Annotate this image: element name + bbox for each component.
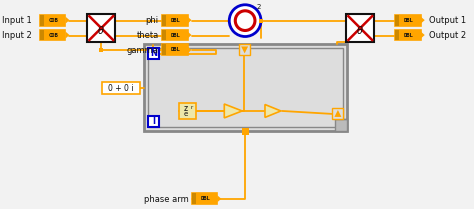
Polygon shape [218, 195, 221, 202]
Bar [162, 29, 188, 41]
Bar [191, 193, 218, 204]
Polygon shape [421, 32, 425, 38]
Text: θ: θ [357, 26, 363, 36]
Polygon shape [188, 17, 191, 24]
Text: θ: θ [98, 26, 104, 36]
Text: DBL: DBL [171, 47, 181, 52]
Text: I: I [152, 117, 155, 126]
Text: Input 2: Input 2 [2, 31, 32, 40]
Polygon shape [265, 104, 281, 117]
Text: CDB: CDB [49, 18, 58, 23]
Text: DBL: DBL [171, 18, 181, 23]
Text: Output 1: Output 1 [428, 16, 466, 25]
Bar [162, 15, 188, 26]
Bar [242, 128, 248, 135]
Bar [191, 193, 195, 204]
Bar [40, 29, 65, 41]
Bar [162, 45, 188, 55]
Bar [144, 45, 347, 131]
Bar [336, 119, 347, 131]
Text: CDB: CDB [49, 33, 58, 38]
Text: 0 + 0 i: 0 + 0 i [109, 84, 134, 93]
Text: 2: 2 [257, 4, 261, 10]
Text: DBL: DBL [201, 196, 210, 201]
Polygon shape [188, 46, 191, 53]
Bar [148, 48, 343, 127]
Polygon shape [65, 32, 70, 38]
Circle shape [235, 11, 255, 31]
Bar [148, 116, 159, 127]
Polygon shape [241, 46, 248, 53]
Text: N: N [150, 49, 157, 58]
Bar [179, 103, 197, 119]
Text: Input 1: Input 1 [2, 16, 32, 25]
Text: DBL: DBL [171, 33, 181, 38]
Bar [259, 19, 263, 23]
Text: phi: phi [146, 16, 159, 25]
Bar [395, 15, 399, 26]
Bar [102, 82, 140, 94]
Polygon shape [224, 104, 242, 118]
Text: Output 2: Output 2 [428, 31, 466, 40]
Polygon shape [65, 17, 70, 24]
Text: gamma: gamma [127, 46, 159, 55]
Bar [162, 45, 166, 55]
Bar [162, 15, 166, 26]
Bar [40, 15, 44, 26]
Bar [332, 108, 343, 119]
Bar [40, 15, 65, 26]
Bar [99, 48, 103, 52]
Bar [148, 48, 159, 59]
Bar [87, 14, 115, 42]
Text: e: e [183, 111, 188, 117]
Polygon shape [188, 32, 191, 38]
Polygon shape [335, 110, 341, 117]
Text: theta: theta [137, 31, 159, 40]
Bar [239, 45, 250, 55]
Text: phase arm: phase arm [144, 195, 189, 204]
Text: DBL: DBL [404, 18, 414, 23]
Text: DBL: DBL [404, 33, 414, 38]
Bar [395, 15, 421, 26]
Bar [40, 29, 44, 41]
Polygon shape [421, 17, 425, 24]
Text: z: z [183, 104, 188, 113]
Bar [162, 29, 166, 41]
Bar [395, 29, 399, 41]
Circle shape [229, 5, 261, 37]
Bar [395, 29, 421, 41]
Bar [346, 14, 374, 42]
Text: r: r [191, 105, 192, 110]
